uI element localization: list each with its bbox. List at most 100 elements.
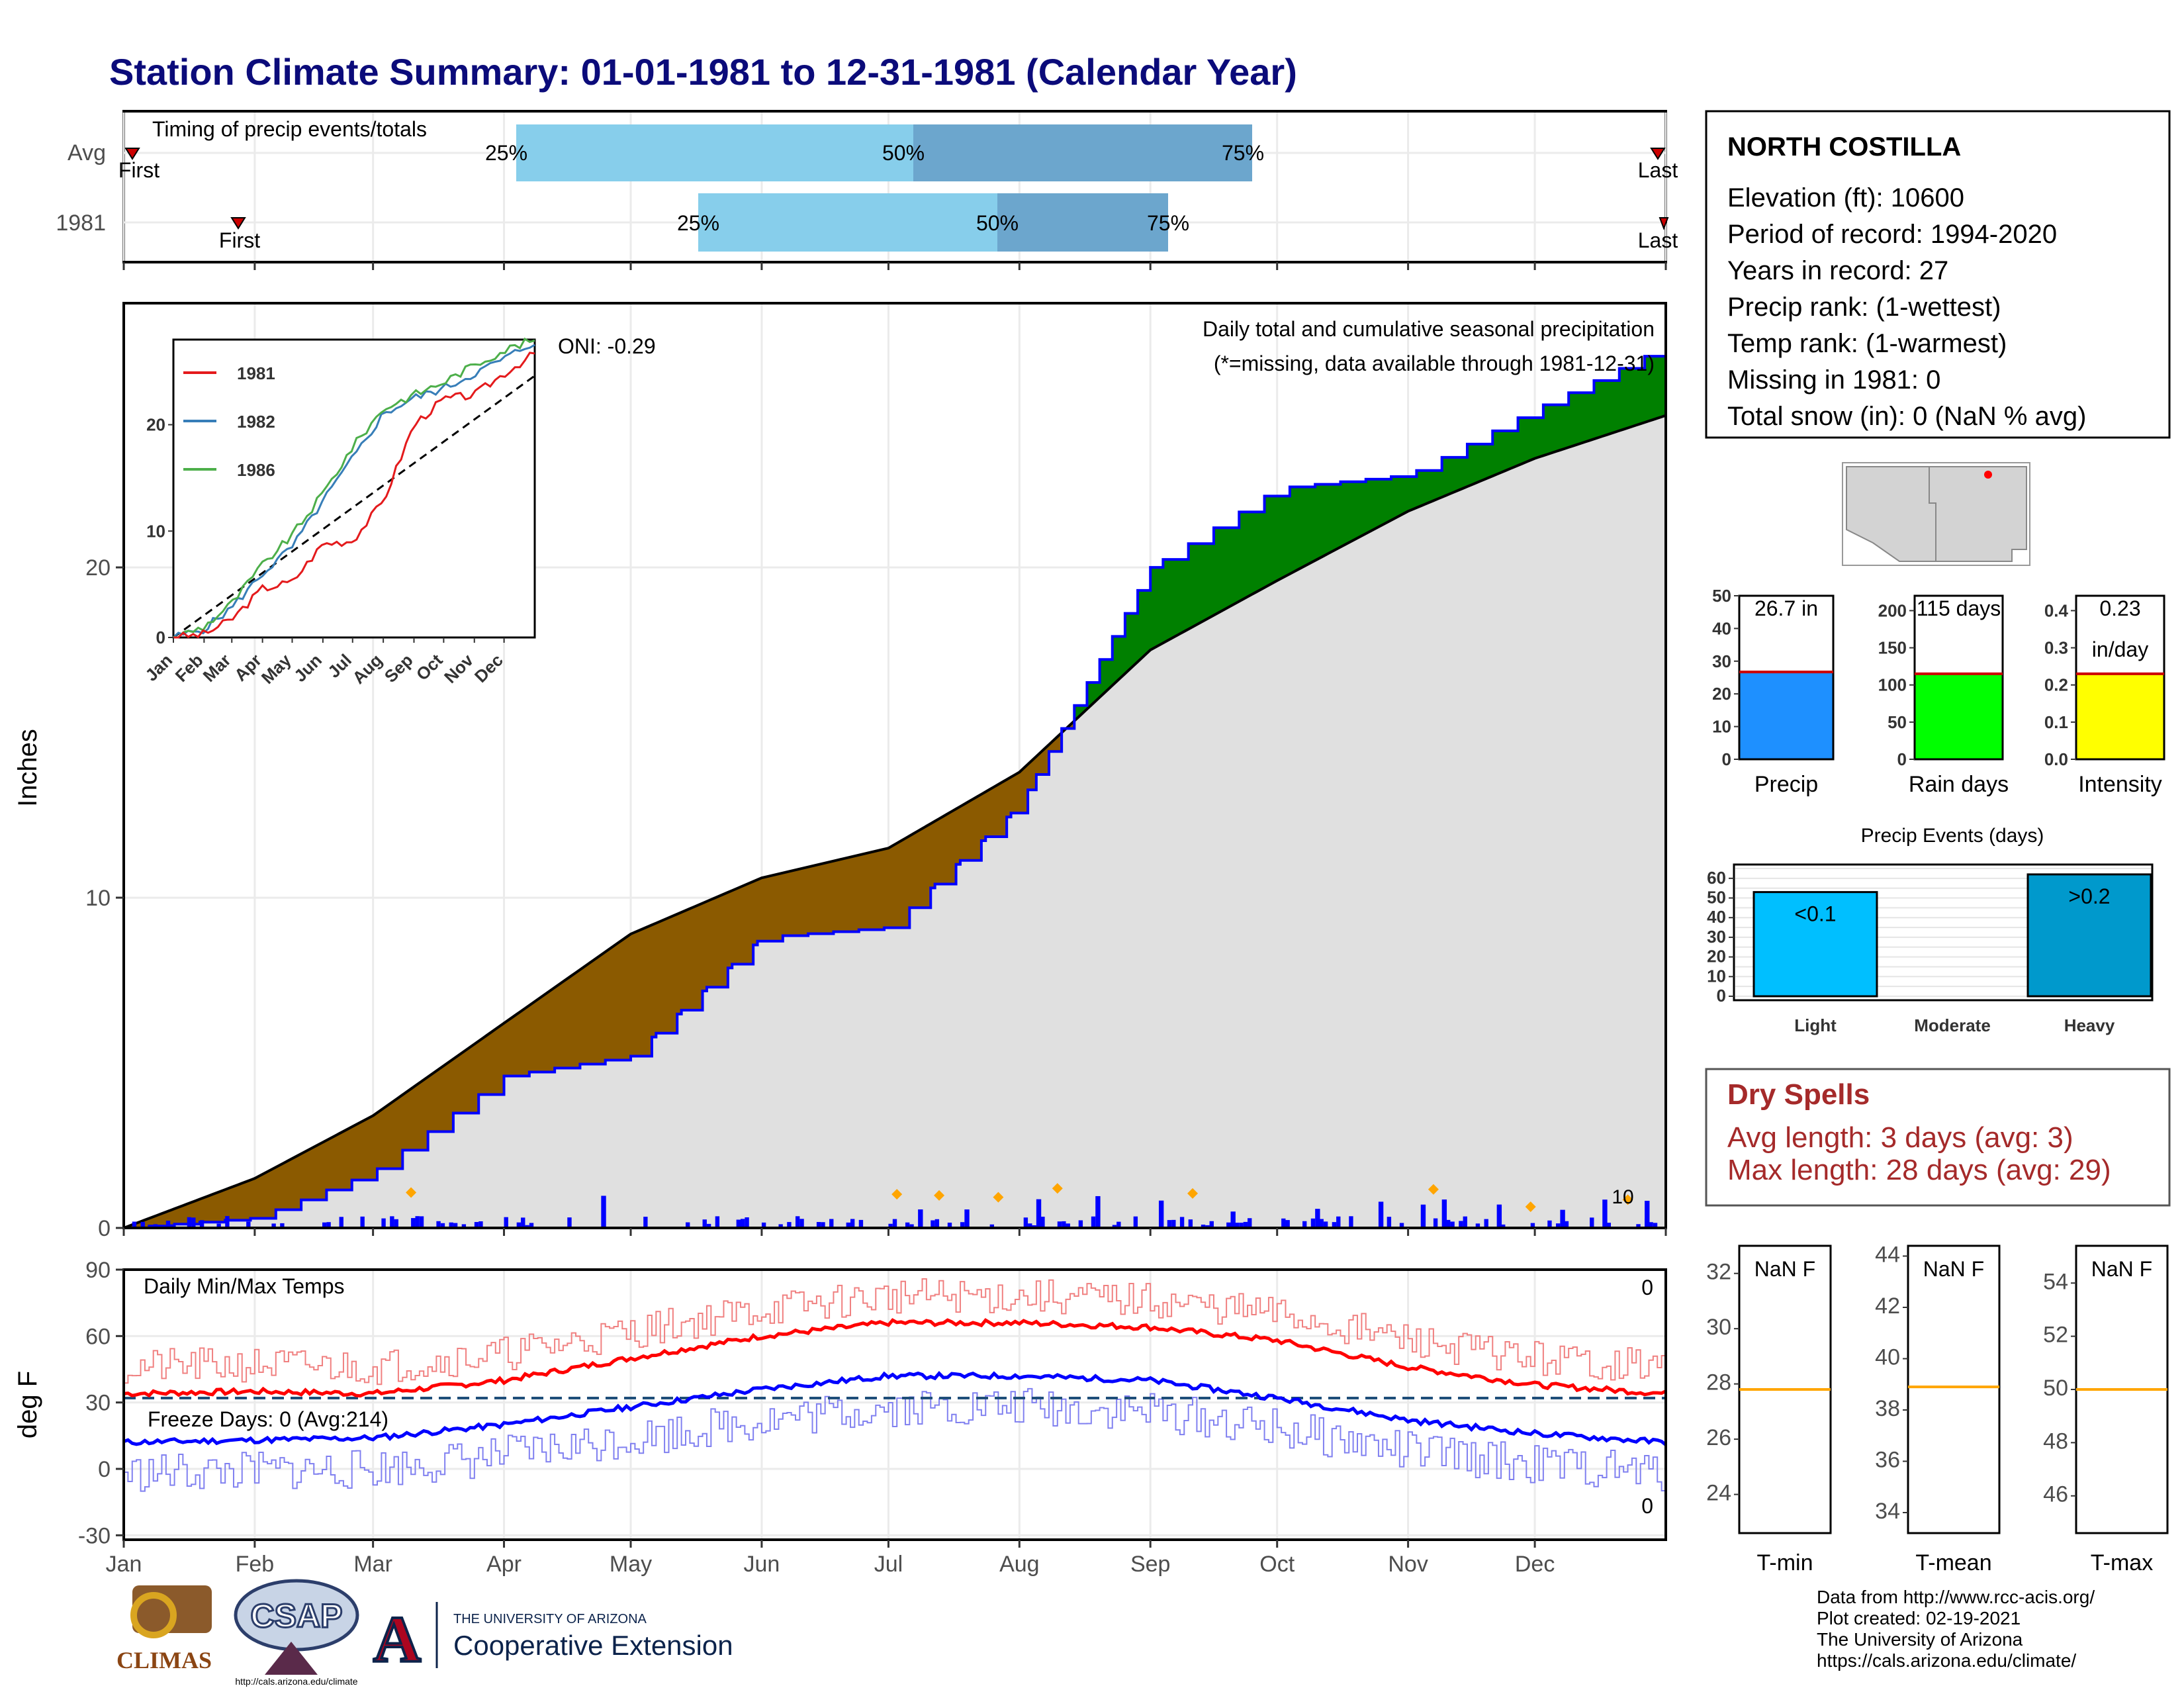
logo-ua: A THE UNIVERSITY OF ARIZONA Cooperative … xyxy=(372,1601,733,1677)
daily-precip-bar xyxy=(1239,1223,1244,1228)
daily-precip-bar xyxy=(1420,1204,1426,1228)
events-ytick-label: 0 xyxy=(1717,986,1726,1006)
daily-precip-bar xyxy=(453,1223,458,1228)
logo-csap: CSAP http://cals.arizona.edu/climate xyxy=(234,1579,359,1687)
station-info-line: Period of record: 1994-2020 xyxy=(1727,220,2057,249)
events-title: Precip Events (days) xyxy=(1861,825,2044,847)
month-label: Jan xyxy=(106,1552,142,1577)
daily-precip-bar xyxy=(799,1219,804,1228)
precip-ytick-label: 10 xyxy=(85,886,111,911)
avg-p25-label: 25% xyxy=(485,141,527,165)
temp-box-ytick-label: 26 xyxy=(1706,1425,1731,1450)
temp-ytick-label: 60 xyxy=(85,1324,111,1349)
observed-cumulative-line xyxy=(124,346,1667,1229)
station-name: NORTH COSTILLA xyxy=(1727,132,1961,162)
daily-precip-bar xyxy=(1556,1223,1561,1228)
temp-box-label: T-mean xyxy=(1915,1550,1991,1575)
daily-precip-bar xyxy=(960,1222,965,1228)
daily-precip-bar xyxy=(1336,1216,1341,1228)
daily-precip-bar xyxy=(187,1217,192,1228)
below-normal-area xyxy=(128,721,1075,1228)
month-label: Jul xyxy=(874,1552,903,1577)
raindays-ytick-label: 200 xyxy=(1878,600,1907,620)
temp-box-ytick-label: 36 xyxy=(1875,1448,1900,1473)
logo-climas: CLIMAS xyxy=(116,1585,212,1673)
intensity-ytick-label: 0.1 xyxy=(2044,712,2068,732)
precip-label: Precip xyxy=(1754,772,1818,797)
daily-precip-bar xyxy=(1062,1221,1066,1228)
daily-precip-bar xyxy=(829,1219,834,1228)
daily-precip-bar xyxy=(1315,1209,1320,1228)
daily-precip-bar xyxy=(1319,1219,1324,1228)
daily-precip-bar xyxy=(1036,1199,1042,1228)
daily-precip-bar xyxy=(741,1219,745,1228)
daily-precip-bar xyxy=(1590,1217,1594,1228)
daily-precip-bar xyxy=(1349,1216,1353,1228)
temp-ytick-label: 0 xyxy=(98,1457,111,1482)
heavy-day-marker xyxy=(1187,1188,1199,1199)
month-label: Mar xyxy=(353,1552,392,1577)
raindays-summary: 0 50 100 150 200 Rain days 115 days xyxy=(1878,594,2009,797)
daily-precip-bar xyxy=(1310,1218,1316,1228)
yr-last-label: Last xyxy=(1638,228,1678,252)
yr-p75-label: 75% xyxy=(1147,211,1189,235)
temp-box-ytick-label: 28 xyxy=(1706,1370,1731,1395)
month-label: May xyxy=(610,1552,652,1577)
daily-precip-bar xyxy=(1095,1196,1101,1228)
csap-url: http://cals.arizona.edu/climate xyxy=(235,1676,357,1687)
daily-precip-bar xyxy=(449,1222,453,1228)
daily-precip-bar xyxy=(390,1216,394,1228)
events-cat-label: Light xyxy=(1794,1015,1837,1035)
daily-precip-bar xyxy=(1475,1223,1480,1228)
daily-precip-bar xyxy=(1399,1223,1404,1228)
daily-precip-bar xyxy=(191,1217,196,1228)
daily-precip-bar xyxy=(271,1223,276,1228)
heavy-day-marker xyxy=(891,1189,903,1200)
daily-precip-bar xyxy=(947,1223,952,1228)
station-info-line: Years in record: 27 xyxy=(1727,256,1948,285)
daily-precip-bar xyxy=(225,1216,230,1228)
footer-line: The University of Arizona xyxy=(1817,1629,2023,1650)
heavy-day-marker xyxy=(406,1187,417,1198)
daily-precip-bar xyxy=(1560,1209,1565,1228)
heavy-day-marker xyxy=(1428,1184,1439,1195)
daily-precip-bar xyxy=(931,1220,935,1228)
temp-y-axis: 90 60 30 0 -30 xyxy=(78,1258,124,1548)
avg-last-label: Last xyxy=(1638,158,1678,182)
inset-line-1986 xyxy=(173,337,535,639)
temp-box-ytick-label: 44 xyxy=(1875,1243,1900,1268)
temp-box-ytick-label: 54 xyxy=(2043,1269,2068,1294)
daily-precip-bar xyxy=(1032,1225,1036,1228)
daily-precip-bar xyxy=(521,1217,525,1228)
precip-ytick-label: 50 xyxy=(1712,586,1731,606)
precip-ytick-label: 20 xyxy=(1712,684,1731,704)
daily-precip-bar xyxy=(360,1216,365,1228)
daily-precip-bar xyxy=(1636,1224,1641,1228)
station-location-dot xyxy=(1984,471,1992,479)
precip-ytick-label: 10 xyxy=(1712,717,1731,737)
footer-line: https://cals.arizona.edu/climate/ xyxy=(1817,1650,2076,1671)
station-info-line: Precip rank: (1-wettest) xyxy=(1727,293,2001,322)
daily-precip-bar xyxy=(1302,1221,1307,1228)
intensity-label: Intensity xyxy=(2078,772,2162,797)
daily-precip-bar xyxy=(153,1224,158,1228)
daily-precip-bar xyxy=(1496,1204,1502,1228)
daily-precip-bar xyxy=(461,1224,467,1228)
precip-y-axis: 0 10 20 xyxy=(85,555,1667,1241)
daily-precip-bar xyxy=(1564,1221,1569,1228)
intensity-ytick-label: 0.2 xyxy=(2044,675,2068,695)
events-cat-label: Moderate xyxy=(1914,1015,1991,1035)
month-label: Nov xyxy=(1388,1552,1428,1577)
daily-precip-bar xyxy=(419,1216,424,1228)
heavy-day-marker xyxy=(1052,1183,1063,1194)
raindays-ytick-label: 150 xyxy=(1878,638,1907,658)
daily-precip-bar xyxy=(1234,1223,1240,1228)
daily-precip-bar xyxy=(1501,1224,1506,1228)
climas-wordmark: CLIMAS xyxy=(116,1647,212,1673)
avg-first-label: First xyxy=(118,158,159,182)
daily-precip-bar xyxy=(165,1221,171,1228)
month-axis: Jan Feb Mar Apr May Jun Jul Aug Sep Oct Nov Dec xyxy=(106,1540,1555,1577)
precip-panel-frame xyxy=(122,302,1667,1229)
avg-50-75-bar xyxy=(913,124,1252,181)
daily-precip-bar xyxy=(280,1223,285,1228)
